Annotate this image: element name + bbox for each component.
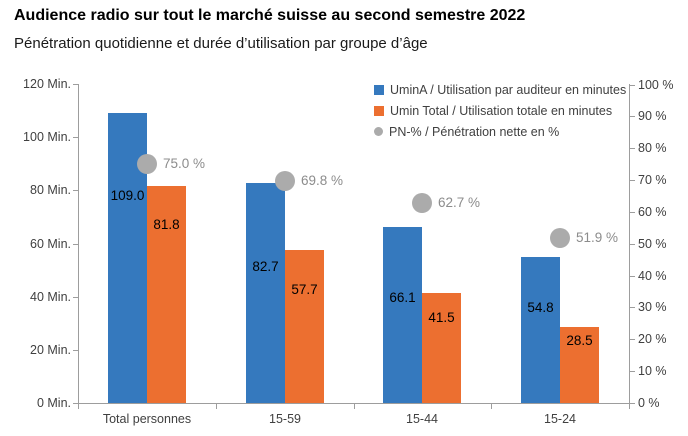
legend-item: Umin Total / Utilisation totale en minut… [374, 102, 612, 120]
right-axis-tick-label: 70 % [638, 173, 667, 187]
penetration-dot [412, 193, 432, 213]
left-axis-tick-label: 120 Min. [23, 77, 71, 91]
chart-subtitle: Pénétration quotidienne et durée d’utili… [14, 35, 428, 52]
bar-umina [383, 227, 422, 403]
bar-value-label: 41.5 [428, 310, 455, 325]
x-axis-tick [78, 404, 79, 409]
bar-umina [521, 257, 560, 403]
right-axis-tick-label: 10 % [638, 364, 667, 378]
left-axis-tick-label: 40 Min. [30, 290, 71, 304]
left-axis-tick [73, 403, 78, 404]
legend-label: Umin Total / Utilisation totale en minut… [390, 103, 613, 118]
x-category-label: 15-44 [406, 412, 438, 426]
legend-square-marker [374, 84, 384, 95]
legend-item: UminA / Utilisation par auditeur en minu… [374, 81, 626, 99]
penetration-dot [137, 154, 157, 174]
right-axis-tick-label: 80 % [638, 141, 667, 155]
bar-value-label: 109.0 [110, 188, 145, 203]
right-axis-tick [630, 339, 635, 340]
right-axis-line [629, 84, 630, 404]
left-axis-tick [73, 244, 78, 245]
penetration-dot [550, 228, 570, 248]
right-axis-tick [630, 212, 635, 213]
bar-value-label: 28.5 [566, 333, 593, 348]
right-axis-tick [630, 85, 635, 86]
right-axis-tick [630, 116, 635, 117]
left-axis-tick [73, 350, 78, 351]
right-axis-tick-label: 0 % [638, 396, 660, 410]
x-category-label: Total personnes [102, 412, 192, 426]
left-axis-tick-label: 20 Min. [30, 343, 71, 357]
right-axis-tick-label: 100 % [638, 78, 674, 92]
bar-umin-total [285, 250, 324, 403]
penetration-label: 75.0 % [163, 156, 206, 171]
penetration-dot [275, 171, 295, 191]
left-axis-tick [73, 84, 78, 85]
right-axis-tick [630, 403, 635, 404]
right-axis-tick-label: 30 % [638, 300, 667, 314]
right-axis-tick-label: 40 % [638, 269, 667, 283]
right-axis-tick [630, 244, 635, 245]
legend-label: UminA / Utilisation par auditeur en minu… [390, 82, 627, 97]
bar-value-label: 57.7 [291, 282, 318, 297]
right-axis-tick-label: 60 % [638, 205, 667, 219]
x-axis-tick [491, 404, 492, 409]
penetration-label: 69.8 % [301, 173, 344, 188]
legend-square-marker [374, 105, 384, 116]
bar-umin-total [560, 327, 599, 403]
left-axis-tick-label: 80 Min. [30, 183, 71, 197]
left-axis-tick-label: 60 Min. [30, 237, 71, 251]
bar-umina [246, 183, 285, 403]
bar-value-label: 66.1 [389, 290, 416, 305]
left-axis-tick [73, 297, 78, 298]
bar-value-label: 54.8 [527, 300, 554, 315]
bottom-axis-line [78, 403, 630, 404]
x-axis-tick [354, 404, 355, 409]
legend-item: PN-% / Pénétration nette en % [374, 123, 559, 141]
bar-value-label: 81.8 [153, 217, 180, 232]
bar-value-label: 82.7 [252, 259, 279, 274]
legend: UminA / Utilisation par auditeur en minu… [368, 81, 630, 145]
bar-umin-total [147, 186, 186, 403]
left-axis-tick [73, 190, 78, 191]
x-axis-tick [629, 404, 630, 409]
right-axis-tick-label: 90 % [638, 109, 667, 123]
right-axis-tick [630, 148, 635, 149]
right-axis-tick-label: 50 % [638, 237, 667, 251]
x-axis-tick [216, 404, 217, 409]
left-axis-tick-label: 100 Min. [23, 130, 71, 144]
right-axis-tick [630, 276, 635, 277]
penetration-label: 62.7 % [438, 195, 481, 210]
left-axis-tick [73, 137, 78, 138]
chart-title: Audience radio sur tout le marché suisse… [14, 7, 526, 24]
left-axis-line [78, 84, 79, 404]
left-axis-tick-label: 0 Min. [36, 396, 71, 410]
right-axis-tick [630, 180, 635, 181]
legend-circle-marker [374, 127, 383, 137]
right-axis-tick [630, 371, 635, 372]
right-axis-tick [630, 307, 635, 308]
penetration-label: 51.9 % [576, 230, 619, 245]
right-axis-tick-label: 20 % [638, 332, 667, 346]
legend-label: PN-% / Pénétration nette en % [389, 124, 560, 139]
bar-umin-total [422, 293, 461, 403]
x-category-label: 15-59 [269, 412, 301, 426]
x-category-label: 15-24 [544, 412, 576, 426]
